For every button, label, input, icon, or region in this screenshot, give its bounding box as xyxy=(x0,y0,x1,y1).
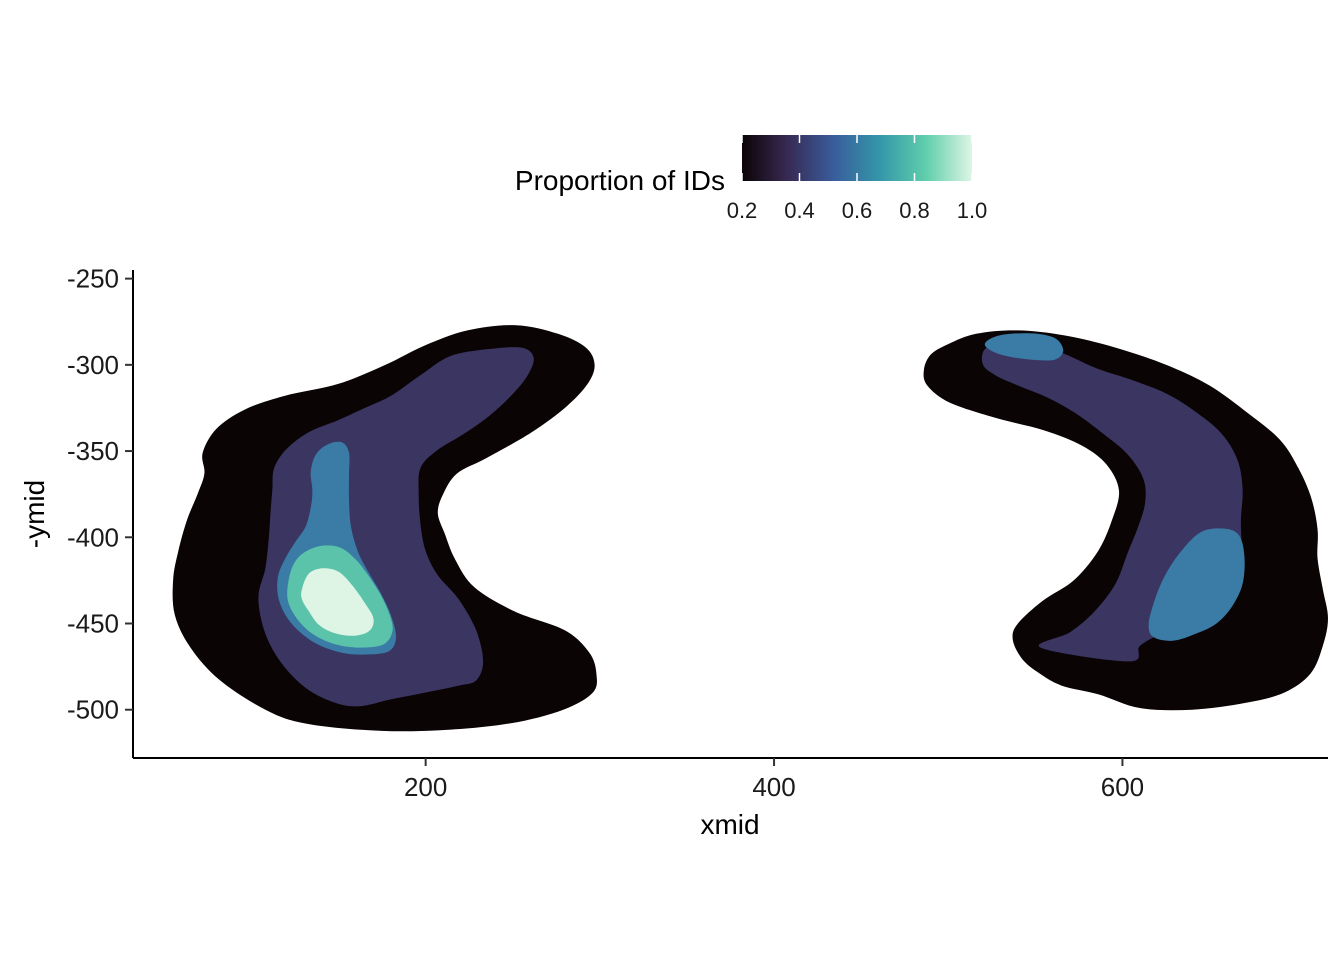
axes: 200 400 600 -250 -300 -350 -400 -450 -500 xyxy=(67,264,1328,802)
contour-region-level-0-6 xyxy=(984,333,1064,361)
y-tick-label: -350 xyxy=(67,436,119,466)
y-tick-label: -250 xyxy=(67,264,119,294)
y-ticks: -250 -300 -350 -400 -450 -500 xyxy=(67,264,133,725)
legend-tick-label: 0.8 xyxy=(899,198,930,223)
x-axis-title: xmid xyxy=(700,809,759,840)
y-tick-label: -450 xyxy=(67,608,119,638)
legend-tick-label: 0.6 xyxy=(842,198,873,223)
legend-title: Proportion of IDs xyxy=(515,165,725,196)
y-axis-title: -ymid xyxy=(19,480,50,548)
x-ticks: 200 400 600 xyxy=(404,758,1144,802)
legend-ticks: 0.2 0.4 0.6 0.8 1.0 xyxy=(727,135,988,223)
contour-region-level-0-2 xyxy=(923,330,1328,711)
contour-region-level-1 xyxy=(301,568,374,636)
y-tick-label: -400 xyxy=(67,522,119,552)
legend-tick-label: 1.0 xyxy=(957,198,988,223)
x-tick-label: 200 xyxy=(404,772,447,802)
x-tick-label: 600 xyxy=(1101,772,1144,802)
contour-regions xyxy=(172,325,1328,732)
legend-tick-label: 0.4 xyxy=(784,198,815,223)
contour-region-level-0-6 xyxy=(1148,528,1245,641)
x-tick-label: 400 xyxy=(752,772,795,802)
legend-tick-label: 0.2 xyxy=(727,198,758,223)
legend: Proportion of IDs 0.2 0.4 0.6 0.8 1.0 xyxy=(515,135,987,223)
y-tick-label: -500 xyxy=(67,695,119,725)
y-tick-label: -300 xyxy=(67,350,119,380)
